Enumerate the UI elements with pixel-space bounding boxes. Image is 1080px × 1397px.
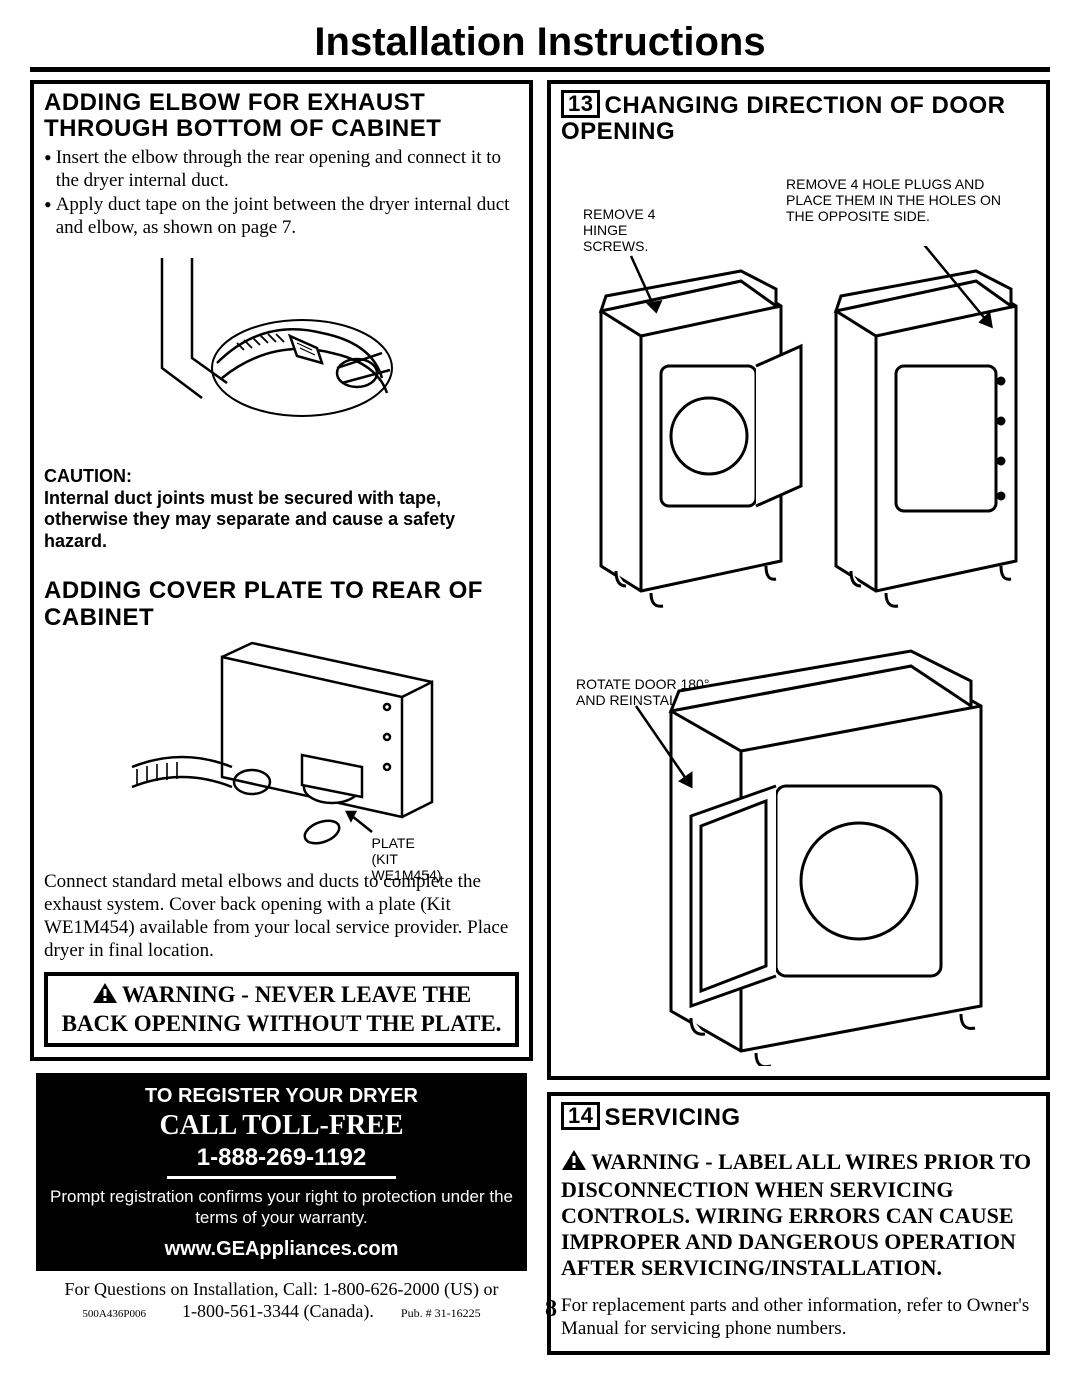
- door-reversal-top-illustration: [561, 246, 1031, 626]
- bullet-dot-icon: •: [44, 194, 52, 240]
- footer-pub: Pub. # 31-16225: [401, 1306, 481, 1320]
- door-direction-box: 13CHANGING DIRECTION OF DOOR OPENING REM…: [547, 80, 1050, 1080]
- plate-label-1: PLATE: [372, 835, 415, 851]
- register-dryer-panel: TO REGISTER YOUR DRYER CALL TOLL-FREE 1-…: [36, 1073, 527, 1271]
- heading-cover-plate: ADDING COVER PLATE TO REAR OF CABINET: [44, 578, 519, 631]
- bullet-text: Apply duct tape on the joint between the…: [56, 194, 519, 240]
- caution-text: Internal duct joints must be secured wit…: [44, 488, 455, 551]
- heading-servicing: 14SERVICING: [561, 1102, 1036, 1131]
- servicing-box: 14SERVICING WARNING - LABEL ALL WIRES PR…: [547, 1092, 1050, 1355]
- heading-door-direction: 13CHANGING DIRECTION OF DOOR OPENING: [561, 90, 1036, 146]
- door-reversal-bottom-illustration: [561, 646, 1031, 1066]
- bullet-item: • Apply duct tape on the joint between t…: [44, 194, 519, 240]
- cover-plate-paragraph: Connect standard metal elbows and ducts …: [44, 871, 519, 962]
- back-opening-warning: WARNING - NEVER LEAVE THE BACK OPENING W…: [44, 972, 519, 1047]
- warning-triangle-icon: [561, 1149, 587, 1177]
- footer-questions: For Questions on Installation, Call: 1-8…: [65, 1279, 499, 1299]
- caution-block: CAUTION: Internal duct joints must be se…: [44, 466, 519, 552]
- register-phone: 1-888-269-1192: [167, 1144, 396, 1179]
- footer: For Questions on Installation, Call: 1-8…: [30, 1279, 533, 1322]
- cover-plate-illustration: [102, 637, 462, 867]
- bullet-dot-icon: •: [44, 147, 52, 193]
- footer-canada: 1-800-561-3344 (Canada).: [182, 1301, 374, 1321]
- register-url: www.GEAppliances.com: [46, 1238, 517, 1261]
- bullet-list: • Insert the elbow through the rear open…: [44, 147, 519, 240]
- exhaust-and-cover-box: ADDING ELBOW FOR EXHAUST THROUGH BOTTOM …: [30, 80, 533, 1061]
- heading-elbow-exhaust: ADDING ELBOW FOR EXHAUST THROUGH BOTTOM …: [44, 90, 519, 143]
- right-column: 13CHANGING DIRECTION OF DOOR OPENING REM…: [547, 80, 1050, 1367]
- register-title: TO REGISTER YOUR DRYER: [46, 1085, 517, 1108]
- servicing-warning-text: WARNING - LABEL ALL WIRES PRIOR TO DISCO…: [561, 1149, 1031, 1280]
- register-prompt: Prompt registration confirms your right …: [46, 1187, 517, 1228]
- warning-text: WARNING - NEVER LEAVE THE BACK OPENING W…: [62, 982, 502, 1035]
- left-column: ADDING ELBOW FOR EXHAUST THROUGH BOTTOM …: [30, 80, 533, 1367]
- page-number: 8: [545, 1295, 557, 1324]
- step-number-14: 14: [561, 1102, 600, 1130]
- plate-label-2: (KIT WE1M454): [372, 851, 442, 883]
- caution-label: CAUTION:: [44, 466, 132, 486]
- bullet-text: Insert the elbow through the rear openin…: [56, 147, 519, 193]
- footer-pub-small: 500A436P006: [82, 1308, 146, 1320]
- warning-triangle-icon: [92, 982, 118, 1010]
- plate-callout: PLATE (KIT WE1M454): [372, 835, 462, 883]
- step-number-13: 13: [561, 90, 600, 118]
- page-title: Installation Instructions: [30, 20, 1050, 72]
- elbow-duct-illustration: [122, 248, 442, 458]
- heading-14-text: SERVICING: [604, 1104, 740, 1131]
- call-toll-free: CALL TOLL-FREE: [46, 1110, 517, 1142]
- servicing-warning: WARNING - LABEL ALL WIRES PRIOR TO DISCO…: [561, 1149, 1036, 1281]
- bullet-item: • Insert the elbow through the rear open…: [44, 147, 519, 193]
- two-column-layout: ADDING ELBOW FOR EXHAUST THROUGH BOTTOM …: [30, 80, 1050, 1367]
- servicing-paragraph: For replacement parts and other informat…: [561, 1295, 1036, 1341]
- callout-hole-plugs: REMOVE 4 HOLE PLUGS AND PLACE THEM IN TH…: [786, 176, 1006, 224]
- heading-13-text: CHANGING DIRECTION OF DOOR OPENING: [561, 92, 1005, 145]
